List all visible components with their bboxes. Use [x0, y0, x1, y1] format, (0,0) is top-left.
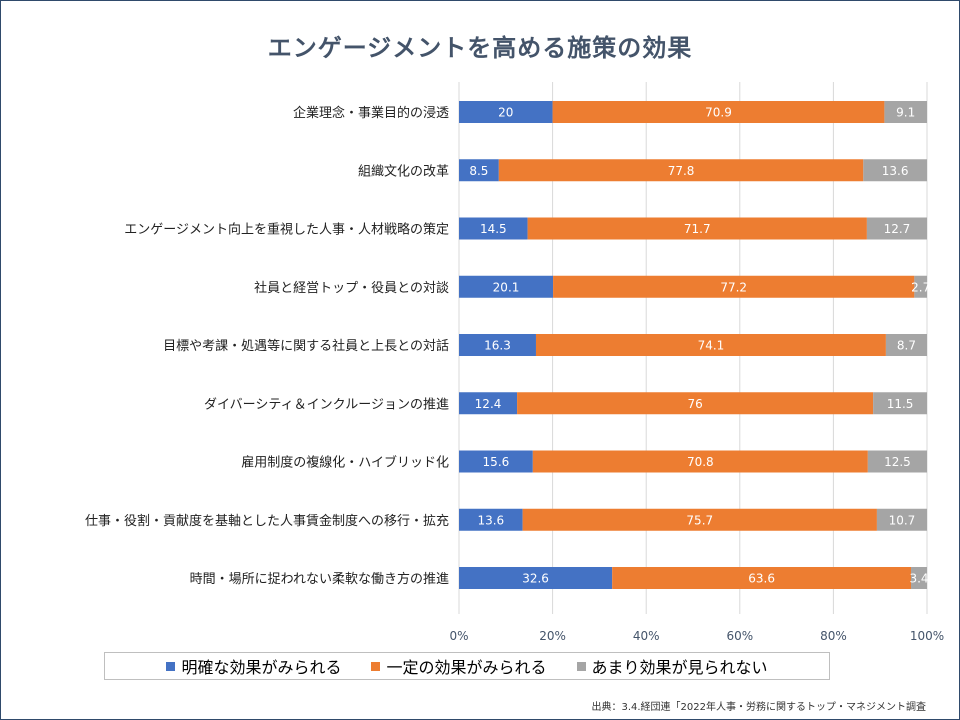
- data-label: 15.6: [483, 455, 510, 469]
- bar-segment: [876, 508, 927, 531]
- data-label: 77.8: [668, 164, 695, 178]
- chart-title: エンゲージメントを高める施策の効果: [267, 34, 693, 62]
- legend-swatch: [576, 661, 586, 671]
- x-tick-label: 60%: [726, 629, 753, 643]
- data-label: 70.8: [687, 455, 714, 469]
- legend-swatch: [371, 661, 381, 671]
- bar-segment: [459, 508, 523, 531]
- bar-segment: [532, 450, 868, 473]
- data-label: 8.7: [897, 339, 916, 353]
- bar-segment: [552, 101, 885, 123]
- bar-segment: [517, 392, 874, 415]
- legend-item: あまり効果が見られない: [576, 654, 768, 678]
- legend-label: 一定の効果がみられる: [386, 658, 547, 677]
- x-tick-label: 40%: [633, 629, 660, 643]
- category-label: 目標や考課・処遇等に関する社員と上長との対話: [163, 338, 449, 354]
- data-label: 9.1: [896, 106, 915, 120]
- data-label: 75.7: [686, 513, 713, 527]
- bar-segment: [459, 334, 536, 356]
- bar-segment: [459, 567, 613, 589]
- data-label: 13.6: [477, 513, 504, 527]
- data-label: 32.6: [522, 572, 549, 586]
- bar-segment: [866, 217, 927, 240]
- category-label: 社員と経営トップ・役員との対談: [254, 280, 449, 296]
- bar-segment: [459, 450, 533, 473]
- data-label: 11.5: [887, 397, 914, 411]
- data-label: 10.7: [889, 513, 916, 527]
- bar-segment: [527, 217, 867, 240]
- data-label: 12.4: [475, 397, 502, 411]
- data-label: 8.5: [469, 164, 488, 178]
- category-label: 企業理念・事業目的の浸透: [293, 105, 449, 121]
- bars: 20 70.9 9.1 8.5 77.8 13.6 14.5 71.7 12.7 20.1 77.2…: [459, 101, 930, 589]
- legend-item: 明確な効果がみられる: [166, 654, 341, 678]
- bar-segment: [522, 508, 877, 531]
- source-note: 出典：3.4.経団連「2022年人事・労務に関するトップ・マネジメント調査: [591, 702, 926, 713]
- category-labels: 企業理念・事業目的の浸透組織文化の改革エンゲージメント向上を重視した人事・人材戦…: [85, 105, 449, 587]
- bar-segment: [459, 159, 499, 182]
- data-label: 12.7: [884, 222, 911, 236]
- bar-segment: [553, 275, 915, 298]
- data-label: 12.5: [884, 455, 911, 469]
- bar-segment: [459, 101, 553, 123]
- data-label: 74.1: [698, 339, 725, 353]
- x-tick-label: 100%: [910, 629, 944, 643]
- category-label: 時間・場所に捉われない柔軟な働き方の推進: [190, 571, 449, 587]
- category-label: エンゲージメント向上を重視した人事・人材戦略の策定: [124, 222, 449, 238]
- data-label: 77.2: [720, 280, 747, 294]
- bar-segment: [459, 217, 528, 240]
- data-label: 2.7: [911, 280, 930, 294]
- bar-segment: [867, 450, 927, 473]
- bar-segment: [535, 334, 886, 356]
- data-label: 71.7: [684, 222, 711, 236]
- category-label: 仕事・役割・貢献度を基軸とした人事賃金制度への移行・拡充: [85, 513, 449, 529]
- data-label: 16.3: [484, 339, 511, 353]
- data-label: 20: [498, 106, 513, 120]
- bar-segment: [459, 392, 518, 415]
- data-label: 76: [687, 397, 702, 411]
- data-label: 13.6: [882, 164, 909, 178]
- bar-segment: [612, 567, 912, 589]
- x-tick-label: 20%: [539, 629, 566, 643]
- data-label: 70.9: [705, 106, 732, 120]
- bar-segment: [914, 275, 927, 298]
- legend: 明確な効果がみられる 一定の効果がみられる あまり効果が見られない: [104, 652, 830, 680]
- legend-label: あまり効果が見られない: [591, 658, 768, 677]
- bar-segment: [911, 567, 927, 589]
- data-label: 20.1: [493, 280, 520, 294]
- category-label: ダイバーシティ＆インクルージョンの推進: [204, 397, 449, 412]
- data-label: 3.4: [909, 572, 928, 586]
- category-label: 組織文化の改革: [358, 164, 449, 179]
- legend-swatch: [166, 661, 176, 671]
- bar-segment: [873, 392, 927, 415]
- bar-segment: [863, 159, 927, 182]
- bar-segment: [884, 101, 927, 123]
- bar-segment: [885, 334, 927, 356]
- data-label: 14.5: [480, 222, 507, 236]
- legend-label: 明確な効果がみられる: [181, 658, 342, 677]
- x-tick-label: 80%: [820, 629, 847, 643]
- x-tick-label: 0%: [449, 629, 468, 643]
- bar-segment: [498, 159, 864, 182]
- x-axis-ticks: 0% 20% 40% 60% 80% 100%: [449, 629, 944, 643]
- data-label: 63.6: [748, 572, 775, 586]
- bar-segment: [459, 275, 554, 298]
- category-label: 雇用制度の複線化・ハイブリッド化: [241, 455, 449, 471]
- legend-item: 一定の効果がみられる: [371, 654, 547, 678]
